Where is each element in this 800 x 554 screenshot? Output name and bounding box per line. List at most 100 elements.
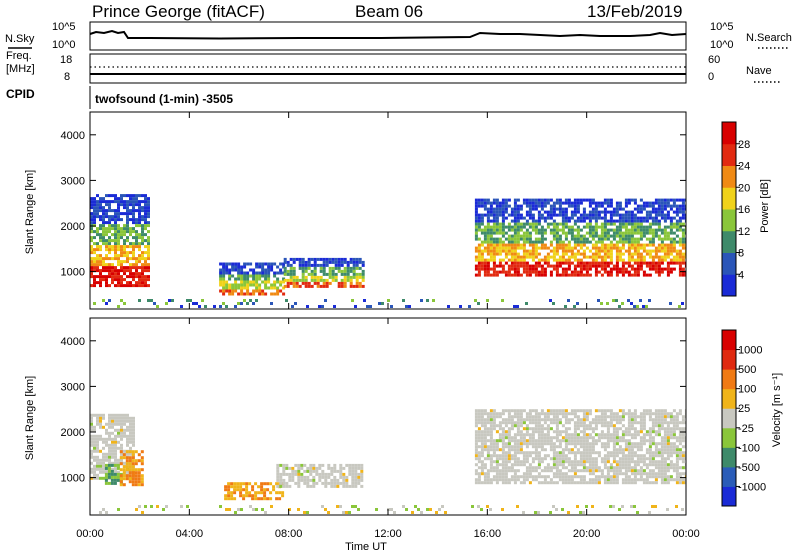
x-tick-label: 16:00 bbox=[474, 528, 502, 540]
velocity-cell bbox=[251, 488, 255, 492]
velocity-cell bbox=[645, 472, 649, 476]
power-cell bbox=[648, 299, 651, 302]
velocity-cell bbox=[615, 463, 619, 467]
velocity-cell bbox=[633, 430, 637, 434]
power-cell bbox=[114, 215, 117, 219]
velocity-cell bbox=[576, 481, 580, 485]
velocity-cell bbox=[669, 454, 673, 458]
power-cell bbox=[645, 216, 649, 220]
power-cell bbox=[633, 249, 637, 253]
power-cell bbox=[633, 213, 637, 217]
power-cell bbox=[606, 228, 610, 232]
velocity-cell bbox=[516, 478, 520, 482]
power-cell bbox=[108, 299, 111, 302]
power-cell bbox=[657, 204, 661, 208]
power-cell bbox=[144, 281, 147, 285]
velocity-cell bbox=[546, 427, 550, 431]
power-cell bbox=[222, 289, 226, 293]
velocity-cell bbox=[633, 415, 637, 419]
velocity-cell bbox=[648, 448, 652, 452]
power-cell bbox=[531, 213, 535, 217]
power-cell bbox=[564, 198, 568, 202]
velocity-cell bbox=[486, 457, 490, 461]
y-tick-label: 2000 bbox=[61, 221, 85, 233]
power-cell bbox=[120, 200, 123, 204]
power-cell bbox=[594, 228, 598, 232]
power-cell bbox=[546, 198, 550, 202]
power-cell bbox=[334, 278, 338, 282]
velocity-cell bbox=[492, 409, 496, 413]
power-cell bbox=[618, 204, 622, 208]
power-cell bbox=[504, 249, 508, 253]
power-cell bbox=[612, 219, 616, 223]
velocity-cell bbox=[612, 433, 616, 437]
power-cell bbox=[289, 257, 293, 261]
velocity-cell bbox=[480, 463, 484, 467]
velocity-cell bbox=[594, 442, 598, 446]
velocity-cell bbox=[107, 466, 111, 470]
power-cell bbox=[657, 225, 661, 229]
power-cell bbox=[516, 246, 520, 250]
velocity-cell bbox=[501, 427, 505, 431]
power-cell bbox=[111, 266, 114, 270]
velocity-cell bbox=[618, 427, 622, 431]
power-cell bbox=[561, 249, 565, 253]
velocity-cell bbox=[342, 481, 346, 485]
power-cell bbox=[543, 267, 547, 271]
power-cell bbox=[301, 266, 305, 270]
velocity-cell bbox=[507, 415, 511, 419]
power-cell bbox=[132, 266, 135, 270]
power-cell bbox=[591, 234, 595, 238]
velocity-cell bbox=[528, 418, 532, 422]
power-cell bbox=[219, 274, 223, 278]
power-cell bbox=[120, 203, 123, 207]
velocity-cell bbox=[477, 430, 481, 434]
power-cell bbox=[264, 283, 268, 287]
power-cell bbox=[639, 246, 643, 250]
power-cell bbox=[171, 299, 174, 302]
power-cell bbox=[669, 204, 673, 208]
velocity-cell bbox=[573, 439, 577, 443]
velocity-cell bbox=[666, 439, 670, 443]
power-cell bbox=[615, 219, 619, 223]
velocity-cell bbox=[504, 481, 508, 485]
velocity-cell bbox=[96, 467, 99, 471]
power-cell bbox=[120, 197, 123, 201]
velocity-cell bbox=[144, 505, 147, 508]
velocity-cell bbox=[546, 466, 550, 470]
velocity-cell bbox=[480, 439, 484, 443]
power-cell bbox=[283, 269, 287, 273]
velocity-cell bbox=[489, 427, 493, 431]
colorbar-swatch bbox=[722, 330, 736, 351]
velocity-cell bbox=[504, 469, 508, 473]
velocity-cell bbox=[108, 446, 111, 450]
velocity-cell bbox=[128, 450, 132, 454]
power-cell bbox=[313, 263, 317, 267]
velocity-cell bbox=[279, 478, 283, 482]
velocity-cell bbox=[306, 478, 310, 482]
power-cell bbox=[615, 207, 619, 211]
power-cell bbox=[120, 230, 123, 234]
power-cell bbox=[534, 264, 538, 268]
velocity-cell bbox=[477, 475, 481, 479]
power-cell bbox=[498, 249, 502, 253]
power-cell bbox=[639, 198, 643, 202]
power-cell bbox=[642, 246, 646, 250]
velocity-cell bbox=[603, 442, 607, 446]
velocity-cell bbox=[134, 450, 138, 454]
velocity-cell bbox=[606, 475, 610, 479]
power-cell bbox=[546, 264, 550, 268]
velocity-cell bbox=[96, 455, 99, 459]
power-cell bbox=[618, 225, 622, 229]
velocity-cell bbox=[528, 415, 532, 419]
power-cell bbox=[669, 207, 673, 211]
velocity-cell bbox=[558, 469, 562, 473]
velocity-cell bbox=[618, 466, 622, 470]
power-cell bbox=[522, 255, 526, 259]
power-cell bbox=[573, 207, 577, 211]
velocity-cell bbox=[138, 505, 141, 508]
power-cell bbox=[684, 213, 686, 217]
velocity-cell bbox=[111, 416, 114, 420]
velocity-cell bbox=[579, 409, 583, 413]
power-cell bbox=[144, 284, 147, 288]
